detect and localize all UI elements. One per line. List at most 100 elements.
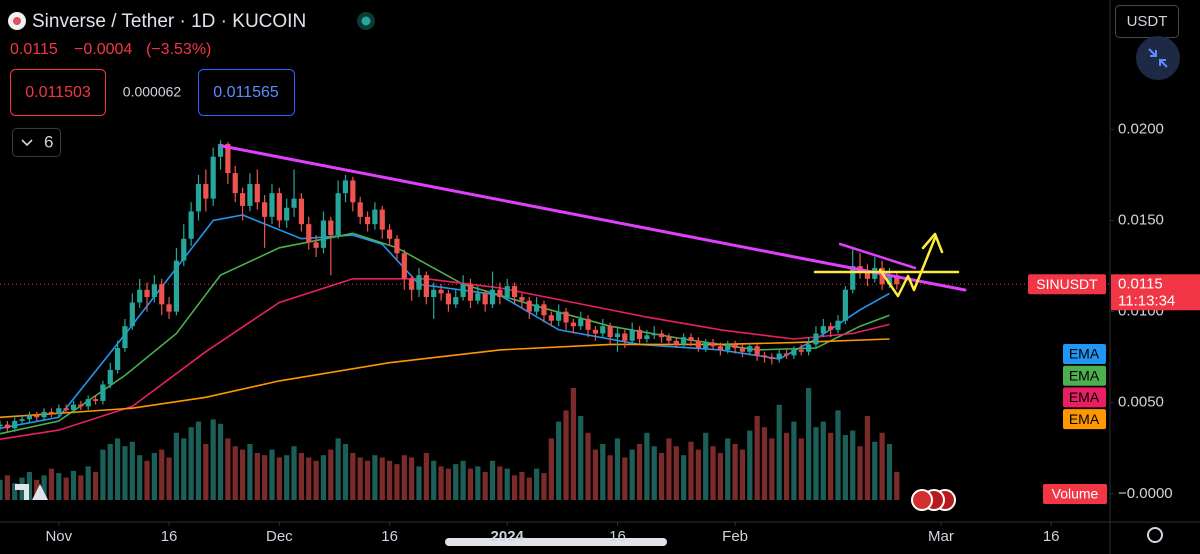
candle-body [129,302,135,327]
collapse-icon [1148,48,1168,68]
events-flags [911,489,956,511]
symbol-tag [1028,274,1106,295]
volume-bar [798,438,804,500]
volume-bar [34,479,40,500]
candle-body [401,253,407,279]
volume-bar [636,444,643,500]
spread: 0.000062 [123,84,182,100]
candle-body [4,424,10,429]
candle-body [0,424,3,427]
tv-logo [15,484,48,500]
candle-body [776,353,782,360]
candle-body [622,333,628,341]
trend-line [838,242,917,270]
candle-body [298,198,304,225]
volume-bar [614,438,621,500]
volume-bar [364,460,371,500]
volume-bar [519,472,525,500]
volume-bar [188,427,194,500]
currency-button[interactable] [1115,5,1179,38]
volume-bar [254,452,260,500]
time-scrollbar[interactable] [445,538,667,546]
volume-bar [556,421,562,500]
volume-bar [100,449,106,500]
volume-bar [159,449,165,500]
volume-bar [717,452,723,500]
candle-body [115,348,121,370]
candle-body [225,143,231,174]
candle-body [739,348,746,352]
candle-body [166,304,172,312]
candle-body [806,344,812,352]
chevron-icon [21,139,33,147]
volume-bar [350,452,356,500]
volume-bar [703,432,709,500]
candle-body [725,344,731,350]
flag[interactable] [911,489,933,511]
volume-bar [570,388,576,500]
candle-body [842,289,848,321]
x-tick-label: 16 [381,528,398,545]
volume-bar [342,444,349,500]
ema-tag [1063,344,1106,364]
volume-bar [504,468,510,500]
volume-bar [806,388,812,500]
volume-bar [725,438,731,500]
volume-bar [666,438,672,500]
volume-bar [173,432,180,500]
ema-line [0,338,890,419]
title: Sinverse / Tether · 1D · KUCOIN [32,11,306,32]
candle-body [526,300,532,312]
volume-bar [225,438,231,500]
candle-body [467,284,474,301]
candle-body [254,184,260,203]
candle-body [122,326,128,349]
fullscreen-button[interactable] [1136,36,1180,80]
volume-bar [122,446,128,500]
volume-bar [776,404,782,500]
x-tick-label: 2024 [491,528,525,545]
symbol-label: SINUSDT [1036,276,1098,292]
volume-bar [409,457,415,500]
indicator-count: 6 [44,132,53,151]
price-change-pct: (−3.53%) [146,41,211,58]
y-tick-label: −0.0000 [1118,485,1173,502]
settings-icon[interactable] [1147,527,1163,543]
last-price: 0.0115 [10,41,58,58]
candle-body [232,173,238,194]
volume-bar [269,449,275,500]
buy-button[interactable] [198,69,295,116]
volume-bar [872,441,878,500]
volume-bar [673,446,679,500]
volume-bar [879,432,885,500]
candle-body [151,284,157,298]
candle-body [188,211,194,239]
candle-body [409,278,415,290]
sell-button[interactable] [10,69,106,116]
candle-body [284,207,290,221]
volume-bar [681,455,687,500]
volume-bar [247,444,253,500]
volume-bar [26,472,33,500]
candle-body [453,297,459,305]
candle-body [629,329,635,341]
price-tag-label: 0.0115 [1118,275,1163,292]
x-tick-label: Mar [928,528,954,545]
volume-bar [41,475,47,500]
candle-body [387,229,393,239]
volume-bar [563,410,569,500]
volume-bar [328,449,334,500]
candle-body [497,289,503,298]
volume-bar [115,438,121,500]
candle-body [681,337,687,345]
volume-bar [592,449,599,500]
candle-body [269,193,275,217]
candle-body [460,284,466,298]
y-tick-label: 0.0150 [1118,211,1164,228]
volume-bar [747,430,753,500]
projection-path [878,236,937,298]
volume-bar [534,468,540,500]
x-tick-label: Nov [45,528,72,545]
indicator-toggle[interactable] [12,128,61,157]
candle-body [666,337,672,341]
